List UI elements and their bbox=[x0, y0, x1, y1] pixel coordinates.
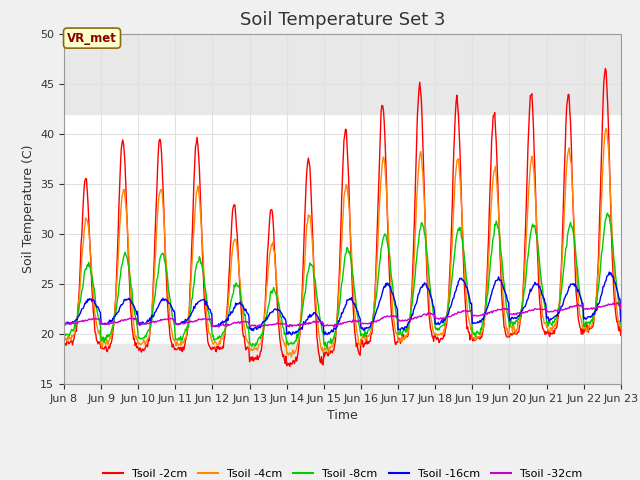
Y-axis label: Soil Temperature (C): Soil Temperature (C) bbox=[22, 144, 35, 273]
Bar bbox=[64, 34, 621, 114]
Text: VR_met: VR_met bbox=[67, 32, 117, 45]
Title: Soil Temperature Set 3: Soil Temperature Set 3 bbox=[239, 11, 445, 29]
Legend: Tsoil -2cm, Tsoil -4cm, Tsoil -8cm, Tsoil -16cm, Tsoil -32cm: Tsoil -2cm, Tsoil -4cm, Tsoil -8cm, Tsoi… bbox=[99, 465, 586, 480]
X-axis label: Time: Time bbox=[327, 409, 358, 422]
Bar bbox=[64, 344, 621, 384]
